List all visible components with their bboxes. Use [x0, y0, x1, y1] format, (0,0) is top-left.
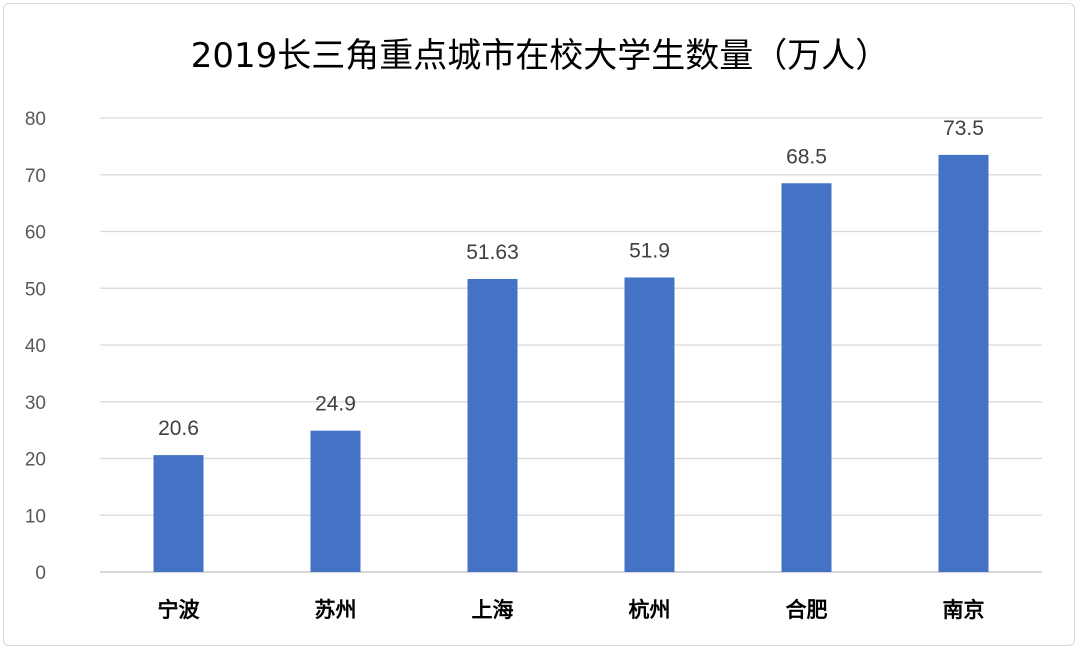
data-label: 51.63	[466, 241, 519, 264]
y-tick-label: 30	[25, 393, 46, 414]
category-label: 南京	[943, 598, 985, 622]
data-label: 73.5	[943, 117, 984, 140]
bar	[938, 154, 989, 572]
category-label: 杭州	[629, 598, 671, 622]
bar	[624, 277, 675, 572]
y-tick-label: 70	[25, 166, 46, 187]
category-label: 合肥	[786, 598, 828, 622]
y-tick-label: 40	[25, 336, 46, 357]
bar	[467, 278, 518, 572]
bar	[153, 455, 204, 572]
y-tick-label: 10	[25, 506, 46, 527]
bar	[781, 183, 832, 572]
category-label: 上海	[472, 598, 514, 622]
data-label: 51.9	[629, 239, 670, 262]
data-label: 20.6	[158, 417, 199, 440]
chart-title: 2019长三角重点城市在校大学生数量（万人）	[190, 36, 890, 76]
y-tick-label: 20	[25, 450, 46, 471]
category-label: 苏州	[315, 598, 357, 622]
category-label: 宁波	[158, 598, 201, 622]
data-label: 24.9	[315, 393, 356, 416]
data-label: 68.5	[786, 145, 827, 168]
y-tick-label: 80	[25, 109, 46, 130]
y-tick-label: 50	[25, 279, 46, 300]
y-tick-label: 0	[35, 563, 46, 584]
bar	[310, 430, 361, 572]
y-tick-label: 60	[25, 223, 46, 244]
